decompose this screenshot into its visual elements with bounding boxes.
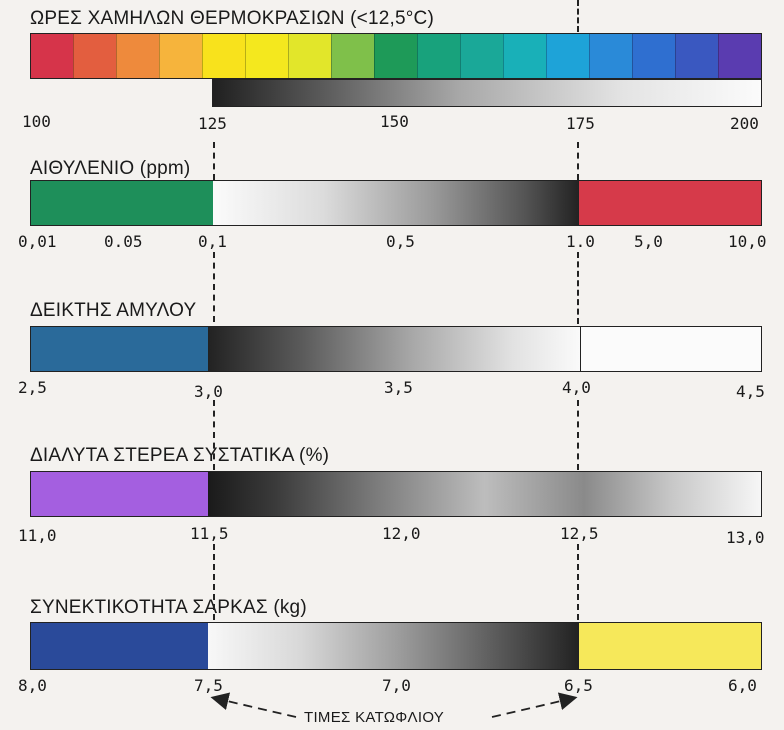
firmness-tick-8-0: 8,0 bbox=[18, 676, 47, 695]
solids-low-segment bbox=[31, 472, 208, 516]
spectrum-segment bbox=[374, 34, 417, 78]
soluble-solids-title: ΔΙΑΛΥΤΑ ΣΤΕΡΕΑ ΣΥΣΤΑΤΙΚΑ (%) bbox=[30, 445, 330, 466]
threshold-line-left-2 bbox=[213, 252, 215, 322]
solids-tick-12-5: 12,5 bbox=[560, 524, 599, 543]
ethylene-low-segment bbox=[31, 181, 213, 225]
spectrum-segment bbox=[73, 34, 116, 78]
spectrum-segment bbox=[202, 34, 245, 78]
firmness-high-segment bbox=[579, 623, 761, 669]
starch-index-title: ΔΕΙΚΤΗΣ ΑΜΥΛΟΥ bbox=[30, 300, 197, 321]
spectrum-segment bbox=[460, 34, 503, 78]
ethylene-gradient-segment bbox=[213, 181, 579, 225]
threshold-line-right-4 bbox=[577, 544, 579, 620]
starch-high-segment bbox=[580, 327, 761, 371]
threshold-line-left-3 bbox=[213, 400, 215, 470]
solids-tick-12-0: 12,0 bbox=[382, 524, 421, 543]
starch-tick-3-0: 3,0 bbox=[194, 382, 223, 401]
threshold-line-right-3 bbox=[577, 400, 579, 470]
temperature-spectrum-bar bbox=[30, 33, 762, 79]
ethylene-tick-1-0: 1.0 bbox=[566, 232, 595, 251]
spectrum-segment bbox=[245, 34, 288, 78]
starch-tick-4-5: 4,5 bbox=[736, 382, 765, 401]
ethylene-tick-5-0: 5,0 bbox=[634, 232, 663, 251]
threshold-arrow-left bbox=[210, 692, 297, 718]
ethylene-tick-0-05: 0.05 bbox=[104, 232, 143, 251]
threshold-line-left-1 bbox=[213, 142, 215, 180]
temperature-tick-200: 200 bbox=[730, 114, 759, 133]
spectrum-segment bbox=[159, 34, 202, 78]
firmness-tick-7-5: 7,5 bbox=[194, 676, 223, 695]
spectrum-segment bbox=[417, 34, 460, 78]
ethylene-title: ΑΙΘΥΛΕΝΙΟ (ppm) bbox=[30, 158, 191, 179]
spectrum-segment bbox=[675, 34, 718, 78]
spectrum-segment bbox=[116, 34, 159, 78]
spectrum-segment bbox=[288, 34, 331, 78]
firmness-tick-6-0: 6,0 bbox=[728, 676, 757, 695]
spectrum-segment bbox=[589, 34, 632, 78]
soluble-solids-bar bbox=[30, 471, 762, 517]
ethylene-tick-0-1: 0,1 bbox=[198, 232, 227, 251]
starch-tick-2-5: 2,5 bbox=[18, 378, 47, 397]
spectrum-segment bbox=[546, 34, 589, 78]
starch-low-segment bbox=[31, 327, 208, 371]
spectrum-segment bbox=[632, 34, 675, 78]
temperature-tick-100: 100 bbox=[22, 112, 51, 131]
solids-tick-11-5: 11,5 bbox=[190, 524, 229, 543]
ethylene-tick-0-5: 0,5 bbox=[386, 232, 415, 251]
firmness-low-segment bbox=[31, 623, 208, 669]
ethylene-bar bbox=[30, 180, 762, 226]
firmness-tick-7-0: 7,0 bbox=[382, 676, 411, 695]
firmness-gradient-segment bbox=[208, 623, 579, 669]
temperature-gradient-bar bbox=[212, 79, 762, 107]
spectrum-segment bbox=[331, 34, 374, 78]
solids-gradient-segment bbox=[208, 472, 761, 516]
flesh-firmness-bar bbox=[30, 622, 762, 670]
temperature-tick-125: 125 bbox=[198, 114, 227, 133]
solids-tick-13-0: 13,0 bbox=[726, 528, 765, 547]
starch-tick-3-5: 3,5 bbox=[384, 378, 413, 397]
ethylene-tick-0-01: 0,01 bbox=[18, 232, 57, 251]
threshold-line-right-1 bbox=[577, 142, 579, 180]
temperature-tick-175: 175 bbox=[566, 114, 595, 133]
temperature-tick-150: 150 bbox=[380, 112, 409, 131]
solids-tick-11-0: 11,0 bbox=[18, 526, 57, 545]
spectrum-segment bbox=[31, 34, 73, 78]
spectrum-segment bbox=[503, 34, 546, 78]
starch-gradient-segment bbox=[208, 327, 580, 371]
threshold-values-label: ΤΙΜΕΣ ΚΑΤΩΦΛΙΟΥ bbox=[304, 709, 445, 726]
flesh-firmness-title: ΣΥΝΕΚΤΙΚΟΤΗΤΑ ΣΑΡΚΑΣ (kg) bbox=[30, 597, 307, 618]
spectrum-segment bbox=[718, 34, 761, 78]
ethylene-tick-10-0: 10,0 bbox=[728, 232, 767, 251]
firmness-tick-6-5: 6,5 bbox=[564, 676, 593, 695]
starch-index-bar bbox=[30, 326, 762, 372]
temperature-hours-title: ΩΡΕΣ ΧΑΜΗΛΩΝ ΘΕΡΜΟΚΡΑΣΙΩΝ (<12,5°C) bbox=[30, 8, 434, 29]
threshold-arrow-right bbox=[491, 692, 578, 718]
threshold-line-right-0 bbox=[577, 0, 579, 32]
starch-tick-4-0: 4,0 bbox=[562, 378, 591, 397]
threshold-line-right-2 bbox=[577, 252, 579, 324]
ethylene-high-segment bbox=[579, 181, 761, 225]
threshold-line-left-4 bbox=[213, 544, 215, 620]
